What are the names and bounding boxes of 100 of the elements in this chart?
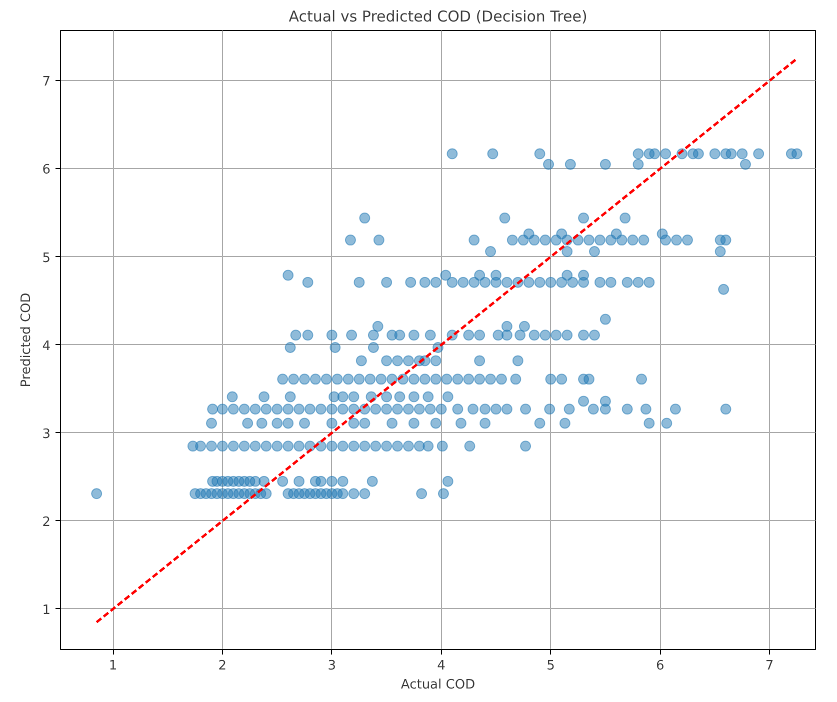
point xyxy=(600,158,611,170)
point xyxy=(640,404,652,415)
point xyxy=(501,276,512,288)
point xyxy=(368,342,379,353)
point xyxy=(419,374,430,385)
point xyxy=(372,320,384,332)
point xyxy=(348,418,360,429)
point xyxy=(564,404,575,415)
point xyxy=(337,488,348,500)
point xyxy=(424,404,436,415)
point xyxy=(258,391,270,402)
point xyxy=(216,404,228,415)
point xyxy=(578,270,590,281)
point xyxy=(588,404,599,415)
point xyxy=(490,270,502,281)
point xyxy=(534,148,546,160)
point xyxy=(564,158,576,170)
x-tick-label: 5 xyxy=(546,658,555,674)
point xyxy=(544,404,556,415)
point xyxy=(506,234,518,246)
point xyxy=(302,330,314,341)
point xyxy=(496,374,507,385)
point xyxy=(622,276,633,288)
y-tick-label: 2 xyxy=(42,514,51,530)
point xyxy=(562,270,573,281)
point xyxy=(282,270,294,281)
point xyxy=(284,342,296,353)
point xyxy=(562,330,573,341)
point xyxy=(370,404,382,415)
point xyxy=(310,374,321,385)
point xyxy=(474,330,486,341)
point xyxy=(381,355,392,366)
point xyxy=(315,476,326,487)
point xyxy=(282,404,294,415)
y-tick-label: 5 xyxy=(42,250,51,266)
point xyxy=(671,234,682,246)
point xyxy=(207,404,218,415)
point xyxy=(499,212,510,224)
point xyxy=(294,404,305,415)
point xyxy=(600,314,611,325)
point xyxy=(277,476,288,487)
point xyxy=(501,404,512,415)
point xyxy=(284,391,296,402)
y-tick-label: 6 xyxy=(42,162,51,178)
point xyxy=(330,342,341,353)
point xyxy=(632,276,644,288)
point xyxy=(238,404,250,415)
point xyxy=(424,330,436,341)
point xyxy=(588,330,600,341)
point xyxy=(332,374,343,385)
point xyxy=(605,276,616,288)
point xyxy=(520,404,532,415)
point xyxy=(381,276,392,288)
point xyxy=(545,276,556,288)
point xyxy=(540,234,551,246)
x-axis-title: Actual COD xyxy=(400,678,476,692)
point xyxy=(294,440,305,452)
point xyxy=(238,440,250,452)
point xyxy=(720,404,732,415)
point xyxy=(523,228,534,240)
point xyxy=(354,374,365,385)
point xyxy=(356,355,367,366)
point xyxy=(556,228,568,240)
point xyxy=(250,404,261,415)
point xyxy=(480,418,491,429)
point xyxy=(791,148,802,160)
point xyxy=(402,440,414,452)
point xyxy=(692,148,704,160)
point xyxy=(250,440,261,452)
chart-title: Actual vs Predicted COD (Decision Tree) xyxy=(288,8,588,26)
point xyxy=(195,440,206,452)
y-tick-label: 7 xyxy=(42,74,51,90)
point xyxy=(556,276,568,288)
point xyxy=(670,404,681,415)
point xyxy=(392,404,404,415)
point xyxy=(556,374,568,385)
point xyxy=(514,330,526,341)
point xyxy=(528,330,540,341)
point xyxy=(480,276,491,288)
point xyxy=(661,418,672,429)
point xyxy=(474,270,486,281)
point xyxy=(359,212,370,224)
point xyxy=(294,476,305,487)
point xyxy=(354,276,365,288)
point xyxy=(337,440,348,452)
y-tick-label: 3 xyxy=(42,426,51,442)
point xyxy=(370,440,382,452)
point xyxy=(260,488,272,500)
point xyxy=(373,234,384,246)
point xyxy=(468,234,480,246)
point xyxy=(430,276,442,288)
point xyxy=(344,234,356,246)
point xyxy=(422,391,434,402)
point xyxy=(228,440,239,452)
point xyxy=(632,148,644,160)
point xyxy=(337,404,348,415)
point xyxy=(272,418,283,429)
point xyxy=(442,476,454,487)
point xyxy=(288,374,300,385)
point xyxy=(485,246,496,257)
